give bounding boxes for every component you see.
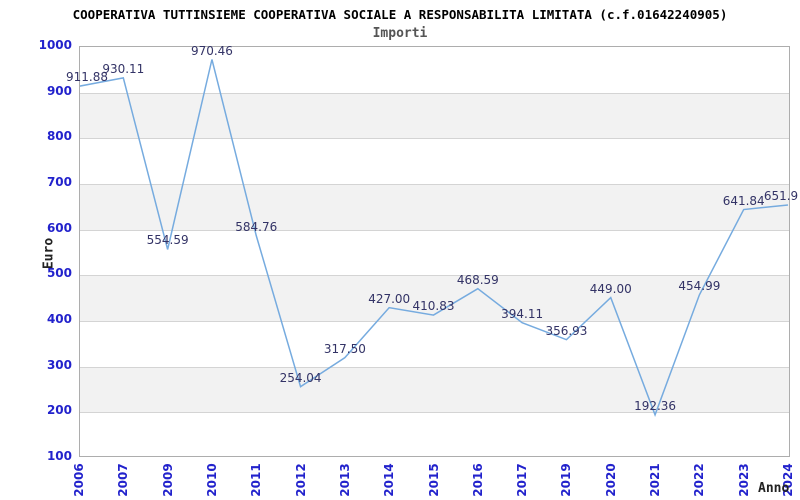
data-point-label: 554.59 xyxy=(146,233,189,248)
chart-title: COOPERATIVA TUTTINSIEME COOPERATIVA SOCI… xyxy=(72,7,728,22)
y-tick-label: 700 xyxy=(46,175,72,189)
data-point-label: 254.04 xyxy=(279,370,322,385)
data-point-label: 651.9 xyxy=(763,188,799,203)
gridline xyxy=(80,92,789,94)
data-point-label: 930.11 xyxy=(102,61,145,76)
x-tick-label: 2014 xyxy=(382,463,397,497)
data-point-label: 454.99 xyxy=(678,278,721,293)
x-tick-label: 2015 xyxy=(426,463,441,497)
x-tick-label: 2023 xyxy=(736,463,751,497)
gridline xyxy=(80,138,789,140)
x-axis-title: Anno xyxy=(758,481,790,496)
gridline xyxy=(80,275,789,277)
x-tick-label: 2016 xyxy=(470,463,485,497)
x-tick-label: 2022 xyxy=(692,463,707,497)
x-tick-label: 2011 xyxy=(249,463,264,497)
y-tick-label: 200 xyxy=(46,403,72,418)
x-tick-label: 2012 xyxy=(293,463,308,497)
y-tick-label: 400 xyxy=(46,312,72,326)
gridline xyxy=(80,184,789,185)
data-point-label: 427.00 xyxy=(368,291,411,306)
x-tick-label: 2013 xyxy=(337,463,352,497)
data-point-label: 911.88 xyxy=(66,70,108,85)
data-point-label: 394.11 xyxy=(501,306,544,321)
data-point-label: 449.00 xyxy=(589,281,632,296)
data-point-label: 317.50 xyxy=(323,341,366,356)
data-point-label: 641.84 xyxy=(722,193,765,208)
y-tick-label: 500 xyxy=(46,266,72,281)
data-point-label: 356.93 xyxy=(545,323,588,338)
plot-area xyxy=(79,46,790,457)
data-point-label: 584.76 xyxy=(235,219,278,234)
x-tick-label: 2006 xyxy=(72,463,86,497)
y-axis-title: Euro xyxy=(41,237,57,270)
x-tick-label: 2017 xyxy=(515,463,530,497)
x-tick-label: 2019 xyxy=(559,463,574,497)
chart-subtitle: Importi xyxy=(372,26,428,41)
gridline xyxy=(80,229,789,231)
x-tick-label: 2007 xyxy=(116,463,131,497)
data-point-label: 410.83 xyxy=(412,299,455,314)
gridline xyxy=(80,321,789,322)
data-point-label: 192.36 xyxy=(634,398,677,413)
gridline xyxy=(80,412,789,414)
x-tick-label: 2010 xyxy=(204,463,219,497)
data-point-label: 468.59 xyxy=(456,272,499,287)
y-tick-label: 100 xyxy=(46,449,72,463)
y-tick-label: 900 xyxy=(46,83,72,98)
grid-band xyxy=(80,184,789,230)
y-tick-label: 800 xyxy=(46,129,72,144)
data-point-label: 970.46 xyxy=(190,44,233,58)
y-tick-label: 1000 xyxy=(38,38,72,52)
data-line xyxy=(80,59,789,417)
grid-band xyxy=(80,275,789,321)
y-tick-label: 300 xyxy=(46,357,72,372)
gridline xyxy=(80,366,789,368)
y-tick-label: 600 xyxy=(46,220,72,235)
x-tick-label: 2021 xyxy=(648,463,663,497)
x-tick-label: 2009 xyxy=(160,463,175,497)
x-tick-label: 2020 xyxy=(603,463,618,497)
